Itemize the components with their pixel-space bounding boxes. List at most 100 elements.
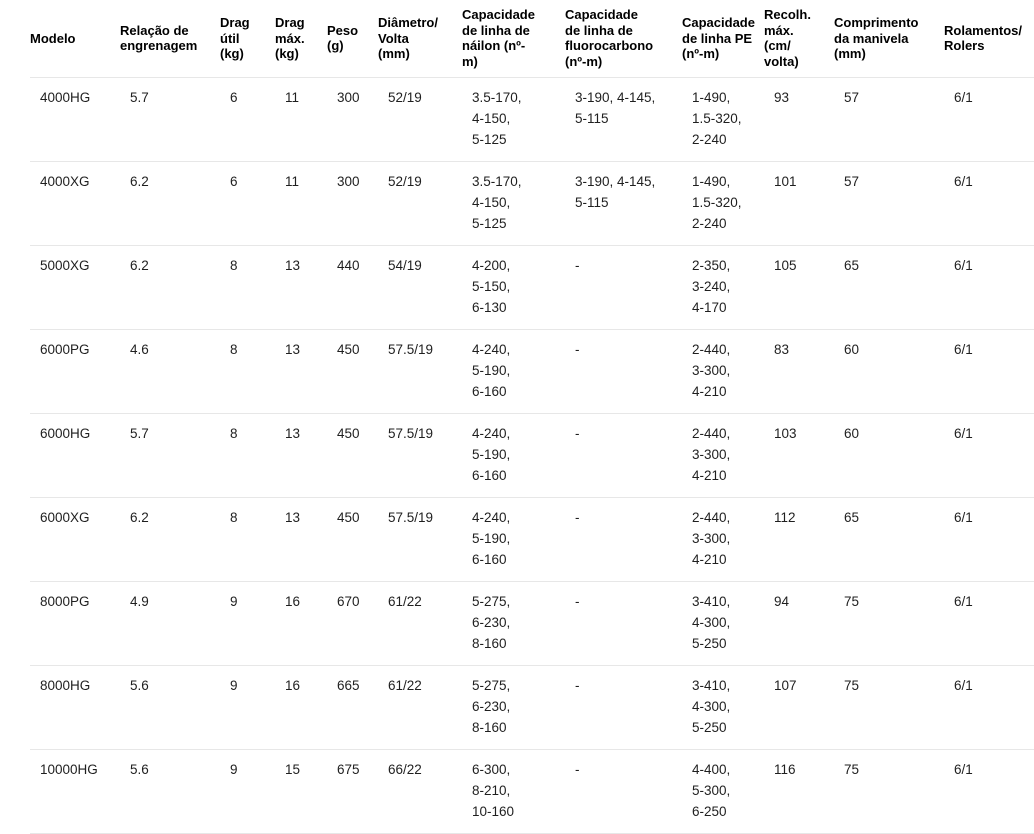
cell-line: 5-190,: [472, 530, 511, 546]
cell-line: 57.5/19: [388, 341, 434, 357]
cell-line: 11: [285, 89, 300, 105]
cell-line: 9: [230, 761, 238, 777]
cell-line: 6.2: [130, 257, 149, 273]
cell-recolh: 93: [764, 77, 834, 162]
cell-pe: 3-410, 4-300, 5-250: [682, 581, 764, 666]
cell-fluoro: 3-190, 4-145, 5-115: [565, 77, 682, 162]
cell-rolamentos: 6/1: [944, 161, 1034, 246]
cell-line: 61/22: [388, 593, 422, 609]
cell-peso: 665: [327, 665, 378, 750]
cell-fluoro: 3-190, 4-145, 5-115: [565, 161, 682, 246]
cell-fluoro: -: [565, 581, 682, 666]
header-line: fluorocarbono: [565, 38, 654, 54]
cell-line: 4.9: [130, 593, 149, 609]
cell-recolh: 112: [764, 497, 834, 582]
cell-line: 8-160: [472, 635, 507, 651]
cell-drag_max: 13: [275, 329, 327, 414]
cell-drag_util: 9: [220, 749, 275, 834]
cell-line: 75: [844, 677, 860, 693]
cell-nailon: 5-275, 6-230, 8-160: [462, 665, 565, 750]
cell-pe: 2-440, 3-300, 4-210: [682, 329, 764, 414]
cell-line: 103: [774, 425, 797, 441]
cell-line: 4-210: [692, 467, 727, 483]
cell-line: 5-125: [472, 131, 507, 147]
cell-rolamentos: 6/1: [944, 77, 1034, 162]
table-row: 6000XG 6.2 8 13 450 57.5/19 4-240, 5-190, 6-160 -…: [30, 497, 1034, 582]
cell-line: 6/1: [954, 677, 973, 693]
header-line: de linha de: [462, 22, 530, 38]
cell-drag_util: 9: [220, 665, 275, 750]
cell-nailon: 5-275, 6-230, 8-160: [462, 581, 565, 666]
header-line: Capacidade: [565, 7, 638, 23]
cell-line: 4-170: [692, 299, 727, 315]
cell-drag_max: 16: [275, 581, 327, 666]
reel-specs-table: Modelo Relação de engrenagem Drag útil (kg) Dr…: [30, 0, 1034, 834]
table-body: 4000HG 5.7 6 11 300 52/19 3.5-170, 4-150, 5-125 3…: [30, 77, 1034, 834]
cell-diametro: 52/19: [378, 77, 462, 162]
cell-line: 6-160: [472, 551, 507, 567]
cell-line: 5.6: [130, 677, 149, 693]
cell-peso: 300: [327, 161, 378, 246]
cell-manivela: 75: [834, 581, 944, 666]
cell-line: 75: [844, 593, 860, 609]
cell-line: 8000HG: [40, 677, 91, 693]
cell-nailon: 3.5-170, 4-150, 5-125: [462, 161, 565, 246]
cell-drag_util: 8: [220, 497, 275, 582]
cell-drag_max: 13: [275, 413, 327, 498]
header-line: Rolers: [944, 38, 985, 54]
header-line: de linha PE: [682, 30, 753, 46]
cell-line: 61/22: [388, 677, 422, 693]
header-line: Rolamentos/: [944, 22, 1023, 38]
cell-relacao: 6.2: [120, 245, 220, 330]
cell-pe: 1-490, 1.5-320, 2-240: [682, 77, 764, 162]
cell-line: 3-300,: [692, 362, 731, 378]
header-line: (g): [327, 38, 344, 54]
column-header-relacao: Relação de engrenagem: [120, 0, 220, 78]
cell-line: 4-150,: [472, 194, 511, 210]
cell-relacao: 5.7: [120, 413, 220, 498]
cell-line: 6000PG: [40, 341, 90, 357]
cell-drag_util: 6: [220, 161, 275, 246]
cell-line: 4.6: [130, 341, 149, 357]
cell-rolamentos: 6/1: [944, 329, 1034, 414]
cell-line: 105: [774, 257, 797, 273]
cell-modelo: 8000HG: [30, 665, 120, 750]
cell-rolamentos: 6/1: [944, 497, 1034, 582]
header-row: Modelo Relação de engrenagem Drag útil (kg) Dr…: [30, 0, 1034, 78]
cell-line: 2-440,: [692, 425, 731, 441]
cell-line: 4-240,: [472, 425, 511, 441]
cell-line: 57: [844, 173, 860, 189]
header-line: Drag: [220, 15, 250, 30]
cell-peso: 450: [327, 413, 378, 498]
cell-line: 5-275,: [472, 677, 511, 693]
cell-manivela: 65: [834, 497, 944, 582]
cell-rolamentos: 6/1: [944, 581, 1034, 666]
cell-line: 4000XG: [40, 173, 90, 189]
cell-line: 5-250: [692, 635, 727, 651]
cell-pe: 2-350, 3-240, 4-170: [682, 245, 764, 330]
header-line: Comprimento: [834, 15, 919, 30]
cell-line: 5000XG: [40, 257, 90, 273]
cell-line: 1.5-320,: [692, 194, 742, 210]
cell-relacao: 6.2: [120, 497, 220, 582]
cell-line: 6/1: [954, 593, 973, 609]
cell-line: 57.5/19: [388, 425, 434, 441]
cell-line: 5-150,: [472, 278, 511, 294]
cell-line: 450: [337, 509, 360, 525]
cell-manivela: 60: [834, 413, 944, 498]
cell-line: 13: [285, 509, 301, 525]
table-row: 4000HG 5.7 6 11 300 52/19 3.5-170, 4-150, 5-125 3…: [30, 77, 1034, 162]
cell-line: -: [575, 761, 580, 777]
column-header-rolamentos: Rolamentos/Rolers: [944, 0, 1034, 78]
cell-manivela: 75: [834, 749, 944, 834]
cell-line: 10-160: [472, 803, 515, 819]
cell-line: 101: [774, 173, 797, 189]
cell-recolh: 116: [764, 749, 834, 834]
cell-drag_util: 8: [220, 329, 275, 414]
column-header-drag_util: Drag útil (kg): [220, 0, 275, 78]
cell-line: 6000XG: [40, 509, 90, 525]
cell-modelo: 4000HG: [30, 77, 120, 162]
cell-drag_max: 15: [275, 749, 327, 834]
cell-line: 54/19: [388, 257, 422, 273]
cell-line: -: [575, 257, 580, 273]
